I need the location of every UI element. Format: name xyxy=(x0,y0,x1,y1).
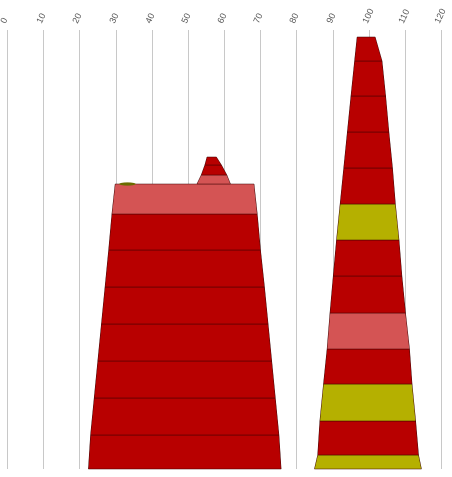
tower-100-segment xyxy=(339,167,396,205)
tower-100-segment xyxy=(317,420,419,456)
tower-50-segment xyxy=(200,164,228,176)
tower-100-segment xyxy=(336,203,400,241)
x-tick-label: 90 xyxy=(324,12,337,25)
tower-50-segment xyxy=(88,434,282,470)
x-tick-label: 40 xyxy=(143,12,156,25)
tower-50-segment xyxy=(90,397,280,436)
tower-100 xyxy=(314,36,422,470)
tower-100-segment xyxy=(343,131,393,169)
x-axis-tick-labels: 0 10 20 30 40 50 60 70 80 90 100 110 120 xyxy=(0,7,448,25)
tower-50-segment xyxy=(97,323,273,362)
tower-100-segment xyxy=(323,348,413,385)
tower-100-segment xyxy=(326,312,410,350)
tower-50-segment xyxy=(204,156,222,166)
tower-100-segment xyxy=(347,95,390,133)
x-tick-label: 100 xyxy=(360,7,375,25)
x-tick-label: 20 xyxy=(70,12,83,25)
tower-100-segment xyxy=(354,36,383,62)
tower-50-segment xyxy=(104,249,265,288)
x-tick-label: 0 xyxy=(0,16,9,25)
tower-100-segment xyxy=(332,239,403,277)
tower-50-segment xyxy=(93,360,276,399)
x-tick-label: 120 xyxy=(432,7,447,25)
tower-50-segment xyxy=(108,213,261,251)
x-tick-label: 110 xyxy=(396,8,411,25)
tower-100-segment xyxy=(314,454,422,470)
x-tick-label: 10 xyxy=(34,12,47,25)
x-tick-label: 80 xyxy=(287,12,300,25)
tower-50-segment xyxy=(196,174,231,185)
tower-100-segment xyxy=(329,275,406,314)
x-tick-label: 60 xyxy=(215,12,228,25)
x-tick-label: 70 xyxy=(251,12,264,25)
tower-50 xyxy=(88,156,282,470)
tower-50-segment xyxy=(111,183,258,215)
x-tick-label: 50 xyxy=(179,12,192,25)
tower-100-segment xyxy=(319,383,416,422)
tower-50-segment xyxy=(119,182,136,186)
towers xyxy=(88,36,422,470)
x-tick-label: 30 xyxy=(107,12,120,25)
tower-50-segment xyxy=(101,286,269,325)
tower-100-segment xyxy=(350,60,386,97)
